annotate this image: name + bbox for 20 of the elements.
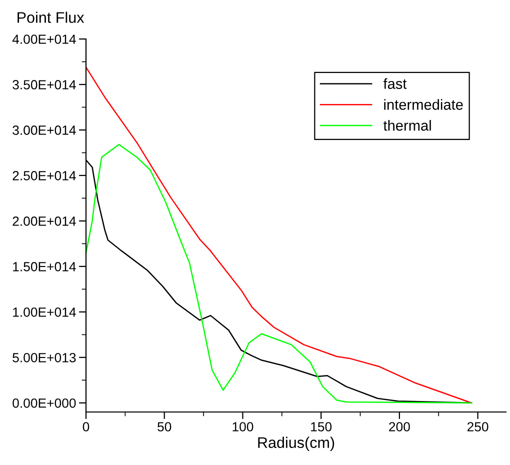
x-tick-label: 0 — [82, 422, 90, 432]
y-tick-label: 1.50E+014 — [13, 262, 76, 272]
legend-label: intermediate — [384, 99, 463, 110]
y-axis-title: Point Flux — [18, 12, 84, 23]
y-tick-label: 2.00E+014 — [12, 216, 76, 226]
x-axis-title: Radius(cm) — [258, 436, 334, 452]
y-tick-label: 4.00E+014 — [12, 34, 76, 44]
y-tick-label: 0.00E+000 — [12, 398, 76, 408]
y-tick-label: 2.50E+014 — [12, 171, 76, 180]
legend-label: thermal — [383, 120, 431, 131]
y-tick-label: 1.00E+014 — [13, 307, 76, 317]
y-tick-label: 5.00E+013 — [12, 352, 76, 362]
y-tick-label: 3.00E+014 — [12, 126, 76, 135]
x-tick-label: 250 — [467, 422, 488, 432]
x-tick-label: 200 — [389, 422, 410, 432]
legend-label: fast — [383, 78, 407, 89]
y-tick-label: 3.50E+014 — [12, 80, 76, 90]
x-tick-label: 150 — [311, 422, 332, 432]
x-tick-label: 100 — [232, 422, 254, 432]
x-tick-label: 50 — [158, 422, 172, 432]
